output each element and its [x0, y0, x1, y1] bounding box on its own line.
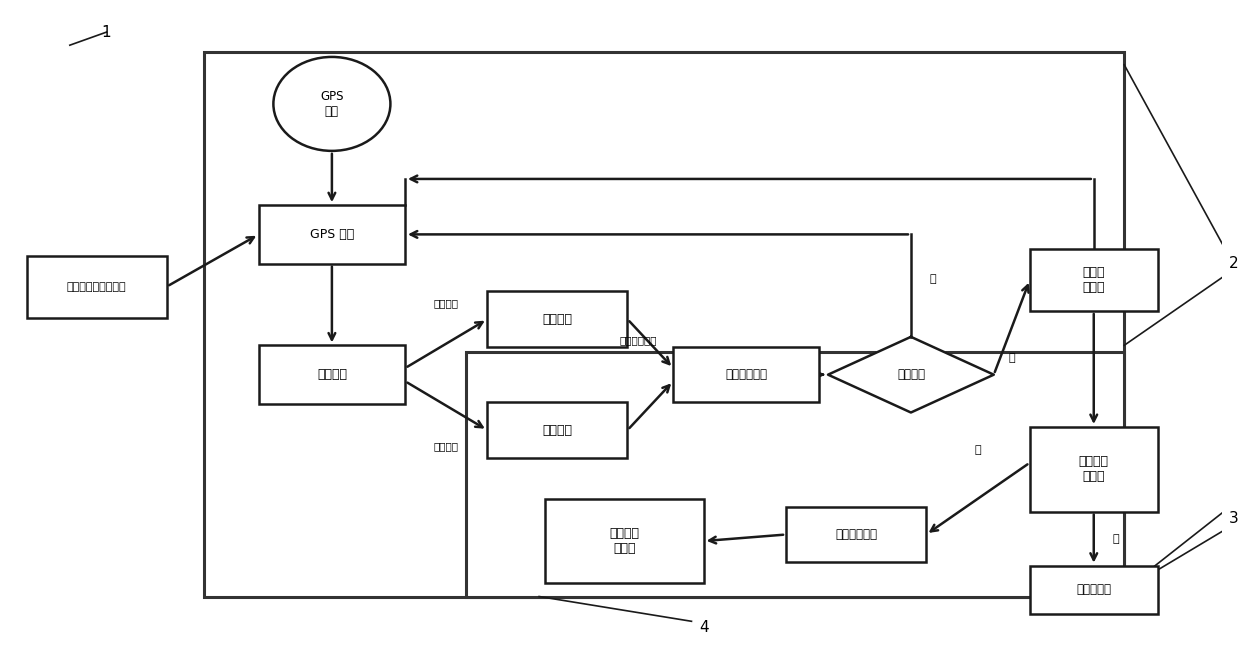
FancyBboxPatch shape	[545, 499, 704, 584]
Text: 匹配成功: 匹配成功	[434, 298, 458, 308]
FancyBboxPatch shape	[487, 291, 627, 347]
Ellipse shape	[274, 57, 390, 151]
FancyBboxPatch shape	[1030, 565, 1157, 615]
FancyBboxPatch shape	[487, 403, 627, 458]
Text: 3: 3	[1229, 511, 1239, 526]
FancyBboxPatch shape	[673, 347, 819, 403]
FancyBboxPatch shape	[1030, 427, 1157, 512]
Text: 点列保持: 点列保持	[543, 313, 572, 326]
Polygon shape	[828, 337, 994, 413]
Text: 匹配状态改变: 匹配状态改变	[725, 368, 767, 381]
Text: 初始化信号点记录器: 初始化信号点记录器	[67, 282, 126, 291]
Text: 2: 2	[1229, 256, 1239, 271]
Text: 否: 否	[1113, 534, 1119, 544]
Text: 点列增长: 点列增长	[543, 424, 572, 437]
Text: 地图匹配: 地图匹配	[317, 368, 347, 381]
Text: 匹配状态改变: 匹配状态改变	[620, 336, 657, 345]
Text: 记录器
初始化: 记录器 初始化	[1083, 266, 1105, 294]
FancyBboxPatch shape	[204, 52, 1124, 597]
Text: GPS 接收: GPS 接收	[310, 228, 354, 241]
Text: 否: 否	[929, 274, 935, 284]
Text: 新路形状处理: 新路形状处理	[835, 528, 877, 541]
FancyBboxPatch shape	[259, 345, 405, 404]
Text: 新路形状
点序列: 新路形状 点序列	[610, 527, 639, 555]
Text: 脱出判断: 脱出判断	[897, 368, 924, 381]
Text: GPS
信号: GPS 信号	[320, 90, 343, 118]
Text: 匹配失败: 匹配失败	[434, 442, 458, 451]
FancyBboxPatch shape	[26, 255, 167, 318]
FancyBboxPatch shape	[259, 205, 405, 264]
Text: 点序列丢弃: 点序列丢弃	[1077, 584, 1111, 597]
Text: 4: 4	[699, 620, 709, 636]
Text: 是: 是	[1009, 353, 1015, 363]
Text: 是: 是	[975, 445, 981, 455]
Text: 新路合理
性判断: 新路合理 性判断	[1079, 455, 1109, 483]
FancyBboxPatch shape	[466, 352, 1124, 597]
FancyBboxPatch shape	[1030, 249, 1157, 311]
Text: 1: 1	[102, 24, 112, 39]
FancyBboxPatch shape	[786, 507, 926, 562]
